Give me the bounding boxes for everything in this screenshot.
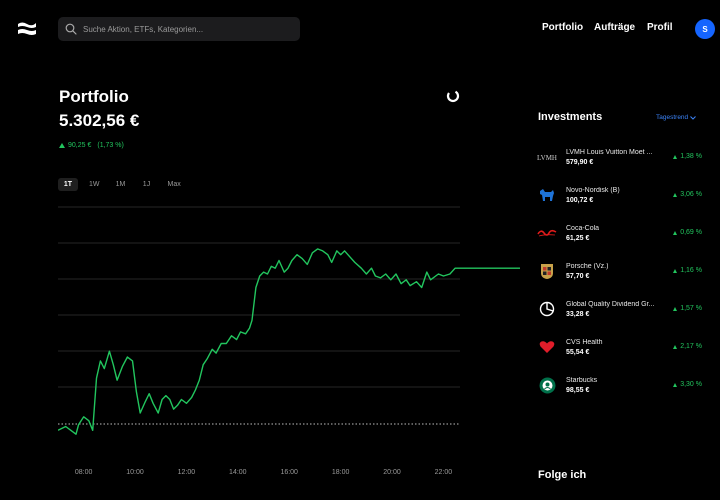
lvmh-logo-icon: LVMH — [537, 147, 557, 167]
chart-series-line — [58, 248, 520, 435]
search-icon — [65, 23, 77, 35]
portfolio-chart[interactable]: 08:00 10:00 12:00 14:00 16:00 18:00 20:00 22:00 — [58, 195, 520, 480]
porsche-crest-icon — [537, 261, 557, 281]
investment-name: Porsche (Vz.) — [566, 262, 609, 270]
chart-grid — [58, 206, 460, 388]
list-item[interactable]: Global Quality Dividend Gr... 33,28 € 1,… — [537, 290, 707, 328]
sort-dropdown[interactable]: Tagestrend — [656, 114, 697, 121]
nav-portfolio[interactable]: Portfolio — [542, 22, 584, 33]
x-tick-label: 08:00 — [75, 469, 93, 476]
investment-name: Global Quality Dividend Gr... — [566, 300, 655, 308]
x-tick-label: 18:00 — [332, 469, 350, 476]
tab-max[interactable]: Max — [167, 181, 181, 188]
novo-nordisk-bull-icon — [537, 185, 557, 205]
portfolio-value: 5.302,56 € — [59, 111, 140, 130]
list-item[interactable]: LVMH LVMH Louis Vuitton Moet ... 579,90 … — [537, 138, 707, 176]
cvs-heart-icon — [537, 337, 557, 357]
up-triangle-icon — [673, 192, 678, 197]
investment-price: 55,54 € — [566, 348, 590, 356]
investment-price: 57,70 € — [566, 272, 590, 280]
investment-change: 1,57 % — [673, 305, 702, 312]
investment-change: 2,17 % — [673, 343, 702, 350]
list-item[interactable]: Porsche (Vz.) 57,70 € 1,16 % — [537, 252, 707, 290]
list-item[interactable]: CVS Health 55,54 € 2,17 % — [537, 328, 707, 366]
investment-change: 1,38 % — [673, 153, 702, 160]
tab-1w[interactable]: 1W — [89, 181, 100, 188]
investment-name: Coca-Cola — [566, 224, 600, 232]
investment-change: 3,30 % — [673, 381, 702, 388]
following-title: Folge ich — [538, 469, 587, 481]
waves-logo-icon[interactable] — [17, 20, 37, 37]
x-tick-label: 20:00 — [383, 469, 401, 476]
svg-text:LVMH: LVMH — [537, 154, 557, 162]
investment-change: 1,16 % — [673, 267, 702, 274]
top-bar: Portfolio Aufträge Profil S — [0, 0, 720, 58]
change-percent: (1,73 %) — [97, 142, 124, 149]
list-item[interactable]: Starbucks 98,55 € 3,30 % — [537, 366, 707, 404]
investment-change: 3,06 % — [673, 191, 702, 198]
x-axis-ticks: 08:00 10:00 12:00 14:00 16:00 18:00 20:00 22:00 — [75, 469, 452, 476]
nav-auftraege[interactable]: Aufträge — [594, 22, 636, 33]
x-tick-label: 16:00 — [280, 469, 298, 476]
up-triangle-icon — [673, 306, 678, 311]
pie-chart-icon — [537, 299, 557, 319]
investments-list: LVMH LVMH Louis Vuitton Moet ... 579,90 … — [537, 138, 707, 404]
investment-change: 0,69 % — [673, 229, 702, 236]
search-bar[interactable] — [58, 17, 300, 41]
x-tick-label: 10:00 — [126, 469, 144, 476]
time-range-tabs: 1T 1W 1M 1J Max — [58, 178, 186, 191]
tab-1m[interactable]: 1M — [115, 181, 126, 188]
tab-1j[interactable]: 1J — [142, 181, 151, 188]
investment-price: 100,72 € — [566, 196, 594, 204]
up-triangle-icon — [59, 143, 65, 148]
change-absolute: 90,25 € — [68, 142, 92, 149]
investments-title: Investments — [538, 111, 603, 123]
list-item[interactable]: Coca-Cola 61,25 € 0,69 % — [537, 214, 707, 252]
investment-name: CVS Health — [566, 338, 603, 346]
up-triangle-icon — [673, 382, 678, 387]
avatar[interactable]: S — [695, 19, 715, 39]
up-triangle-icon — [673, 344, 678, 349]
loading-spinner-icon — [446, 89, 460, 103]
x-tick-label: 22:00 — [435, 469, 453, 476]
investment-name: Starbucks — [566, 376, 598, 384]
investment-price: 579,90 € — [566, 158, 594, 166]
x-tick-label: 14:00 — [229, 469, 247, 476]
portfolio-change: 90,25 € (1,73 %) — [59, 142, 124, 149]
up-triangle-icon — [673, 230, 678, 235]
page-title: Portfolio — [59, 87, 129, 106]
starbucks-siren-icon — [537, 375, 557, 395]
sort-label: Tagestrend — [656, 114, 689, 121]
coca-cola-logo-icon — [537, 223, 557, 243]
nav-profil[interactable]: Profil — [647, 22, 673, 33]
up-triangle-icon — [673, 154, 678, 159]
x-tick-label: 12:00 — [178, 469, 196, 476]
investment-name: LVMH Louis Vuitton Moet ... — [566, 148, 653, 156]
investment-name: Novo-Nordisk (B) — [566, 186, 620, 194]
investment-price: 33,28 € — [566, 310, 590, 318]
search-input[interactable] — [83, 24, 283, 34]
tab-1t[interactable]: 1T — [58, 178, 78, 191]
up-triangle-icon — [673, 268, 678, 273]
list-item[interactable]: Novo-Nordisk (B) 100,72 € 3,06 % — [537, 176, 707, 214]
investment-price: 61,25 € — [566, 234, 590, 242]
chevron-down-icon — [690, 115, 697, 120]
investment-price: 98,55 € — [566, 386, 590, 394]
